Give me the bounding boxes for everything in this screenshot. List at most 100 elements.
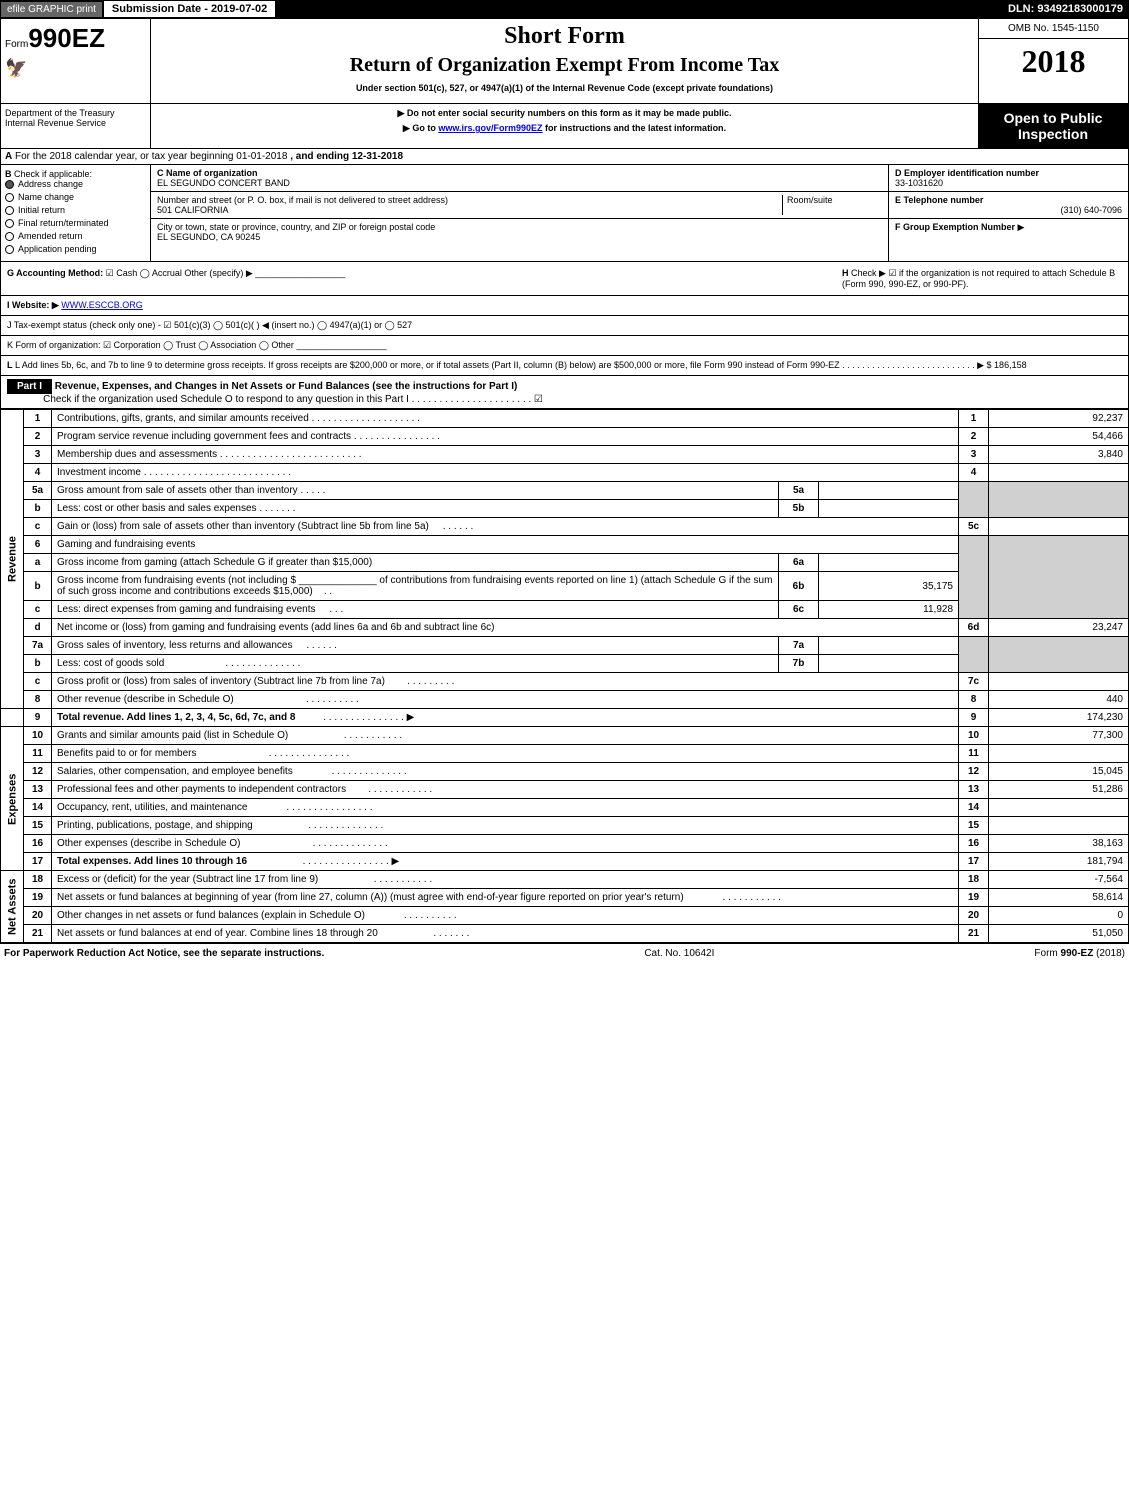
line-desc: Gross profit or (loss) from sales of inv…	[57, 676, 385, 687]
line-no: b	[24, 572, 52, 601]
checkbox-address-change[interactable]	[5, 180, 14, 189]
mid-no: 7b	[779, 655, 819, 673]
part1-header-row: Part I Revenue, Expenses, and Changes in…	[0, 376, 1129, 409]
mid-no: 6c	[779, 601, 819, 619]
city-label: City or town, state or province, country…	[157, 222, 435, 232]
checkbox-application-pending[interactable]	[5, 245, 14, 254]
line-no: 6	[24, 536, 52, 554]
table-row: 17 Total expenses. Add lines 10 through …	[1, 853, 1129, 871]
irs-eagle-icon: 🦅	[5, 58, 146, 79]
line-desc: Net assets or fund balances at beginning…	[57, 892, 684, 903]
checkbox-name-change[interactable]	[5, 193, 14, 202]
line-desc: Net assets or fund balances at end of ye…	[57, 928, 378, 939]
rt-val: 92,237	[989, 410, 1129, 428]
line-desc: Total revenue. Add lines 1, 2, 3, 4, 5c,…	[57, 712, 295, 723]
shaded-cell	[959, 637, 989, 673]
i-label: I Website: ▶	[7, 300, 59, 310]
efile-print-button[interactable]: efile GRAPHIC print	[0, 1, 103, 18]
section-d-e-f-block: D Employer identification number 33-1031…	[888, 165, 1128, 261]
netassets-side-label: Net Assets	[1, 871, 24, 943]
line-desc: Gross income from fundraising events (no…	[57, 575, 772, 597]
table-row: 4 Investment income . . . . . . . . . . …	[1, 464, 1129, 482]
footer-formref: Form 990-EZ (2018)	[1034, 948, 1125, 959]
line-desc: Less: cost of goods sold	[57, 658, 164, 669]
table-row: 9 Total revenue. Add lines 1, 2, 3, 4, 5…	[1, 709, 1129, 727]
table-row: c Gain or (loss) from sale of assets oth…	[1, 518, 1129, 536]
rt-val: 0	[989, 907, 1129, 925]
omb-year-block: OMB No. 1545-1150 2018	[978, 19, 1128, 103]
rt-no: 9	[959, 709, 989, 727]
table-row: 2 Program service revenue including gove…	[1, 428, 1129, 446]
line-desc: Gross amount from sale of assets other t…	[57, 485, 298, 496]
under-section-text: Under section 501(c), 527, or 4947(a)(1)…	[161, 83, 968, 93]
mid-val	[819, 637, 959, 655]
shaded-cell	[989, 482, 1129, 518]
checkbox-initial-return[interactable]	[5, 206, 14, 215]
form-number: 990EZ	[28, 23, 105, 53]
rt-no: 3	[959, 446, 989, 464]
chk-label-3: Final return/terminated	[18, 218, 109, 228]
irs-link[interactable]: www.irs.gov/Form990EZ	[438, 123, 542, 133]
instructions-block: ▶ Do not enter social security numbers o…	[151, 104, 978, 148]
l-text: L Add lines 5b, 6c, and 7b to line 9 to …	[15, 360, 840, 370]
line-no: 7a	[24, 637, 52, 655]
section-b-checkboxes: B Check if applicable: Address change Na…	[1, 165, 151, 261]
line-desc: Total expenses. Add lines 10 through 16	[57, 856, 247, 867]
line-no: 21	[24, 925, 52, 943]
mid-val	[819, 655, 959, 673]
street-address: 501 CALIFORNIA	[157, 205, 229, 215]
line-desc: Other changes in net assets or fund bala…	[57, 910, 365, 921]
section-c-block: C Name of organization EL SEGUNDO CONCER…	[151, 165, 888, 261]
line-no: 1	[24, 410, 52, 428]
rt-val: -7,564	[989, 871, 1129, 889]
rt-val: 51,286	[989, 781, 1129, 799]
irs-label: Internal Revenue Service	[5, 118, 146, 128]
footer-row: For Paperwork Reduction Act Notice, see …	[0, 943, 1129, 963]
table-row: 20 Other changes in net assets or fund b…	[1, 907, 1129, 925]
main-table: Revenue 1 Contributions, gifts, grants, …	[0, 409, 1129, 943]
rt-no: 19	[959, 889, 989, 907]
d-ein-label: D Employer identification number	[895, 168, 1039, 178]
rt-val	[989, 464, 1129, 482]
rt-no: 1	[959, 410, 989, 428]
chk-label-1: Name change	[18, 192, 74, 202]
arrow-icon: ▶	[1018, 222, 1025, 232]
table-row: 15 Printing, publications, postage, and …	[1, 817, 1129, 835]
mid-no: 6b	[779, 572, 819, 601]
checkbox-final-return[interactable]	[5, 219, 14, 228]
rt-val: 77,300	[989, 727, 1129, 745]
rt-no: 7c	[959, 673, 989, 691]
g-accrual: Accrual	[152, 268, 182, 278]
mid-val: 35,175	[819, 572, 959, 601]
line-no: b	[24, 500, 52, 518]
line-no: 9	[24, 709, 52, 727]
form-prefix: Form	[5, 39, 28, 50]
addr-label: Number and street (or P. O. box, if mail…	[157, 195, 448, 205]
chk-label-4: Amended return	[18, 231, 83, 241]
return-title: Return of Organization Exempt From Incom…	[161, 54, 968, 77]
line-desc: Grants and similar amounts paid (list in…	[57, 730, 288, 741]
dept-label: Department of the Treasury	[5, 108, 146, 118]
expenses-side-label: Expenses	[1, 727, 24, 871]
checkbox-amended-return[interactable]	[5, 232, 14, 241]
rt-no: 16	[959, 835, 989, 853]
table-row: 19 Net assets or fund balances at beginn…	[1, 889, 1129, 907]
part1-check-text: Check if the organization used Schedule …	[43, 394, 409, 405]
rt-val	[989, 518, 1129, 536]
table-row: 11 Benefits paid to or for members . . .…	[1, 745, 1129, 763]
chk-label-0: Address change	[18, 179, 83, 189]
rt-val: 51,050	[989, 925, 1129, 943]
line-desc: Less: cost or other basis and sales expe…	[57, 503, 257, 514]
rt-val: 3,840	[989, 446, 1129, 464]
rt-val	[989, 799, 1129, 817]
submission-date: Submission Date - 2019-07-02	[103, 0, 276, 18]
j-text: J Tax-exempt status (check only one) - ☑…	[7, 320, 412, 330]
website-link[interactable]: WWW.ESCCB.ORG	[61, 300, 143, 310]
line-no: c	[24, 673, 52, 691]
rt-val: 15,045	[989, 763, 1129, 781]
line-no: 3	[24, 446, 52, 464]
line-no: 20	[24, 907, 52, 925]
rt-val: 54,466	[989, 428, 1129, 446]
rt-no: 18	[959, 871, 989, 889]
rt-no: 10	[959, 727, 989, 745]
